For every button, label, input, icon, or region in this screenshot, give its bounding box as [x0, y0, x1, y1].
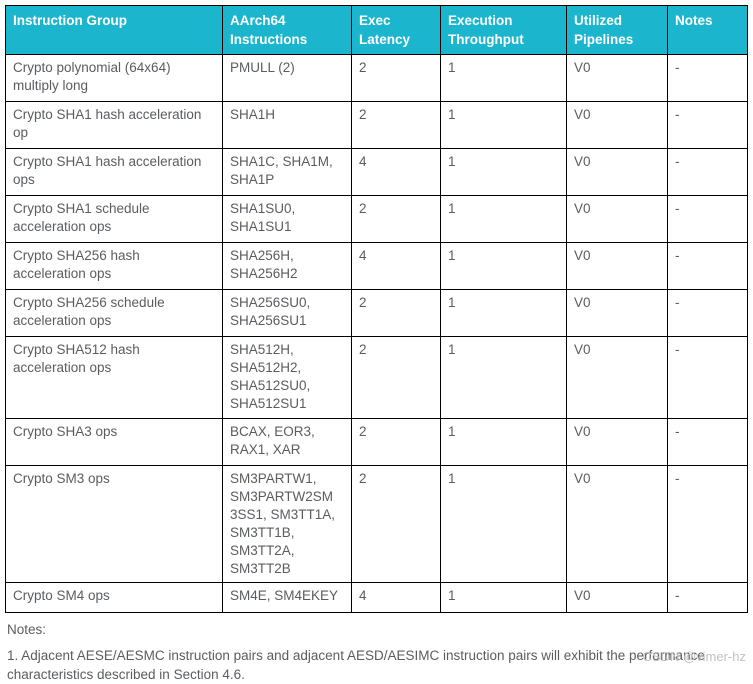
cell-latency: 2 — [351, 336, 441, 419]
instruction-timing-table: Instruction Group AArch64 Instructions Exe… — [5, 5, 748, 613]
cell-group: Crypto SHA1 hash acceleration ops — [5, 148, 223, 196]
table-row: Crypto polynomial (64x64) multiply long P… — [5, 54, 748, 102]
cell-throughput: 1 — [440, 101, 567, 149]
table-row: Crypto SHA1 schedule acceleration ops SHA… — [5, 195, 748, 243]
cell-notes: - — [667, 289, 748, 337]
cell-notes: - — [667, 582, 748, 613]
cell-pipelines: V0 — [566, 582, 668, 613]
csdn-watermark: CSDN @vimer-hz — [642, 649, 746, 664]
cell-throughput: 1 — [440, 242, 567, 290]
cell-throughput: 1 — [440, 54, 567, 102]
cell-instructions: SHA256SU0, SHA256SU1 — [222, 289, 352, 337]
table-header-row: Instruction Group AArch64 Instructions Exe… — [5, 5, 748, 55]
cell-notes: - — [667, 101, 748, 149]
cell-pipelines: V0 — [566, 54, 668, 102]
table-row: Crypto SM4 ops SM4E, SM4EKEY 4 1 V0- — [5, 582, 748, 613]
cell-group: Crypto SHA3 ops — [5, 418, 223, 466]
notes-section: Notes: 1. Adjacent AESE/AESMC instructio… — [7, 620, 747, 684]
header-cell-pipelines: Utilized Pipelines — [566, 5, 668, 55]
cell-notes: - — [667, 242, 748, 290]
cell-instructions: PMULL (2) — [222, 54, 352, 102]
table-row: Crypto SM3 ops SM3PARTW1, SM3PARTW2SM 3SS… — [5, 465, 748, 583]
cell-notes: - — [667, 465, 748, 583]
header-cell-throughput: Execution Throughput — [440, 5, 567, 55]
cell-instructions: SHA256H, SHA256H2 — [222, 242, 352, 290]
table-row: Crypto SHA512 hash acceleration ops SHA51… — [5, 336, 748, 419]
cell-latency: 2 — [351, 54, 441, 102]
table-row: Crypto SHA256 hash acceleration ops SHA25… — [5, 242, 748, 290]
cell-pipelines: V0 — [566, 465, 668, 583]
cell-latency: 2 — [351, 418, 441, 466]
cell-latency: 4 — [351, 582, 441, 613]
header-cell-instructions: AArch64 Instructions — [222, 5, 352, 55]
cell-pipelines: V0 — [566, 242, 668, 290]
cell-throughput: 1 — [440, 582, 567, 613]
cell-pipelines: V0 — [566, 148, 668, 196]
cell-notes: - — [667, 148, 748, 196]
cell-group: Crypto SHA256 schedule acceleration ops — [5, 289, 223, 337]
cell-group: Crypto polynomial (64x64) multiply long — [5, 54, 223, 102]
cell-group: Crypto SM4 ops — [5, 582, 223, 613]
cell-pipelines: V0 — [566, 101, 668, 149]
cell-pipelines: V0 — [566, 336, 668, 419]
cell-throughput: 1 — [440, 465, 567, 583]
table-row: Crypto SHA256 schedule acceleration ops S… — [5, 289, 748, 337]
cell-instructions: SHA512H, SHA512H2, SHA512SU0, SHA512SU1 — [222, 336, 352, 419]
notes-heading: Notes: — [7, 622, 47, 637]
cell-group: Crypto SM3 ops — [5, 465, 223, 583]
cell-pipelines: V0 — [566, 418, 668, 466]
cell-latency: 2 — [351, 465, 441, 583]
cell-instructions: SHA1H — [222, 101, 352, 149]
header-cell-latency: Exec Latency — [351, 5, 441, 55]
header-cell-notes: Notes — [667, 5, 748, 55]
header-cell-group: Instruction Group — [5, 5, 223, 55]
cell-notes: - — [667, 336, 748, 419]
cell-pipelines: V0 — [566, 289, 668, 337]
cell-throughput: 1 — [440, 195, 567, 243]
cell-instructions: SHA1C, SHA1M, SHA1P — [222, 148, 352, 196]
cell-instructions: SHA1SU0, SHA1SU1 — [222, 195, 352, 243]
cell-pipelines: V0 — [566, 195, 668, 243]
cell-throughput: 1 — [440, 336, 567, 419]
cell-notes: - — [667, 54, 748, 102]
cell-notes: - — [667, 195, 748, 243]
cell-group: Crypto SHA1 schedule acceleration ops — [5, 195, 223, 243]
table-row: Crypto SHA3 ops BCAX, EOR3, RAX1, XAR 2 1 V0… — [5, 418, 748, 466]
cell-instructions: SM4E, SM4EKEY — [222, 582, 352, 613]
cell-latency: 2 — [351, 101, 441, 149]
cell-instructions: BCAX, EOR3, RAX1, XAR — [222, 418, 352, 466]
table-row: Crypto SHA1 hash acceleration op SHA1H 2 1 V… — [5, 101, 748, 149]
cell-throughput: 1 — [440, 418, 567, 466]
cell-latency: 2 — [351, 289, 441, 337]
cell-throughput: 1 — [440, 289, 567, 337]
cell-latency: 4 — [351, 242, 441, 290]
cell-latency: 4 — [351, 148, 441, 196]
cell-group: Crypto SHA1 hash acceleration op — [5, 101, 223, 149]
cell-group: Crypto SHA256 hash acceleration ops — [5, 242, 223, 290]
cell-instructions: SM3PARTW1, SM3PARTW2SM 3SS1, SM3TT1A, SM… — [222, 465, 352, 583]
cell-throughput: 1 — [440, 148, 567, 196]
table-row: Crypto SHA1 hash acceleration ops SHA1C, … — [5, 148, 748, 196]
cell-notes: - — [667, 418, 748, 466]
cell-group: Crypto SHA512 hash acceleration ops — [5, 336, 223, 419]
cell-latency: 2 — [351, 195, 441, 243]
note-item-1: 1. Adjacent AESE/AESMC instruction pairs… — [7, 648, 705, 682]
table-body: Crypto polynomial (64x64) multiply long P… — [5, 54, 748, 613]
